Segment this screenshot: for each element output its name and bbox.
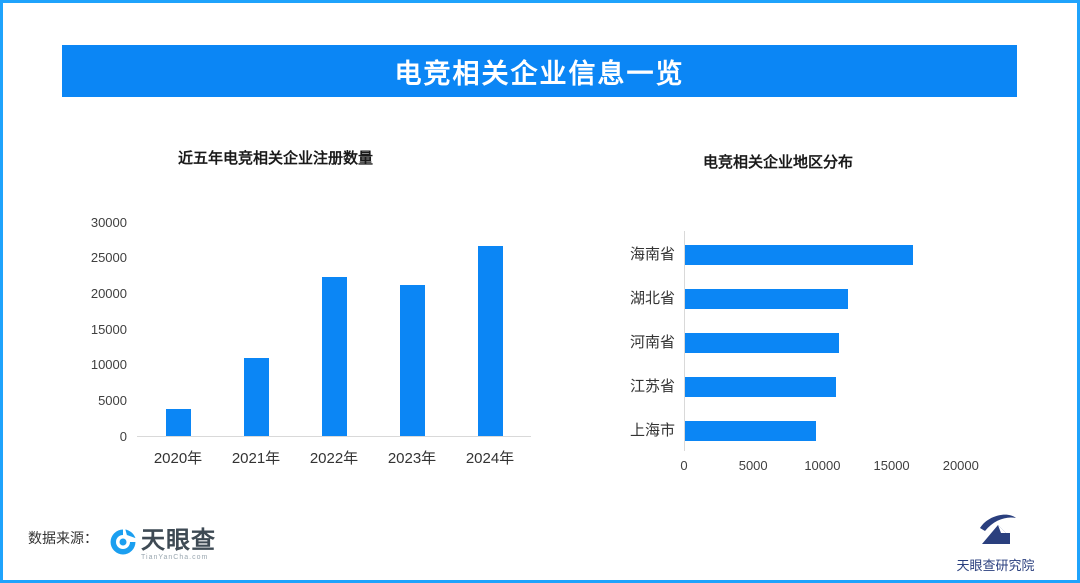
institute-logo-name: 天眼查研究院 <box>956 558 1035 573</box>
y-tick-label: 30000 <box>90 214 127 230</box>
region-label: 江苏省 <box>629 378 675 395</box>
tianyancha-logo: 天眼查 TianYanCha.com <box>109 528 216 561</box>
tianyancha-logo-texts: 天眼查 TianYanCha.com <box>141 528 216 561</box>
x-category-label: 2020年 <box>153 450 203 467</box>
y-axis-line <box>684 231 685 451</box>
page-title: 电竞相关企业信息一览 <box>394 58 685 89</box>
y-tick-label: 10000 <box>90 357 127 373</box>
region-label: 湖北省 <box>629 290 675 307</box>
region-bar <box>685 245 914 265</box>
region-label: 河南省 <box>629 334 675 351</box>
x-category-label: 2023年 <box>387 450 437 467</box>
region-bar <box>685 421 817 441</box>
data-source-label: 数据来源： <box>28 530 98 546</box>
x-category-label: 2021年 <box>231 450 281 467</box>
tianyancha-eye-icon <box>109 528 137 561</box>
region-bar <box>685 377 836 397</box>
x-category-label: 2024年 <box>465 450 515 467</box>
region-label: 上海市 <box>629 422 675 439</box>
x-tick-label: 15000 <box>873 458 910 473</box>
tianyancha-logo-name: 天眼查 <box>141 527 216 554</box>
x-tick-label: 5000 <box>738 458 768 473</box>
region-bar <box>685 289 849 309</box>
y-tick-label: 15000 <box>90 321 127 337</box>
registrations-bar <box>243 357 269 436</box>
region-bar <box>685 333 839 353</box>
y-tick-label: 20000 <box>90 285 127 301</box>
y-tick-label: 5000 <box>98 392 127 408</box>
registrations-chart-title: 近五年电竞相关企业注册数量 <box>178 150 374 167</box>
registrations-bar <box>321 276 347 436</box>
y-tick-label: 0 <box>119 428 127 444</box>
x-axis-line <box>137 436 531 437</box>
title-banner: 电竞相关企业信息一览 <box>62 45 1017 97</box>
institute-logo: 天眼查研究院 <box>933 511 1058 574</box>
tianyancha-logo-domain: TianYanCha.com <box>141 554 209 561</box>
registrations-bar <box>165 408 191 436</box>
institute-mark-icon <box>975 511 1017 552</box>
registrations-bar <box>399 285 425 436</box>
x-tick-label: 10000 <box>804 458 841 473</box>
region-label: 海南省 <box>629 246 675 263</box>
x-tick-label: 0 <box>680 458 688 473</box>
x-tick-label: 20000 <box>942 458 979 473</box>
regions-chart-title: 电竞相关企业地区分布 <box>703 154 854 171</box>
y-tick-label: 25000 <box>90 250 127 266</box>
registrations-bar <box>477 245 503 436</box>
x-category-label: 2022年 <box>309 450 359 467</box>
